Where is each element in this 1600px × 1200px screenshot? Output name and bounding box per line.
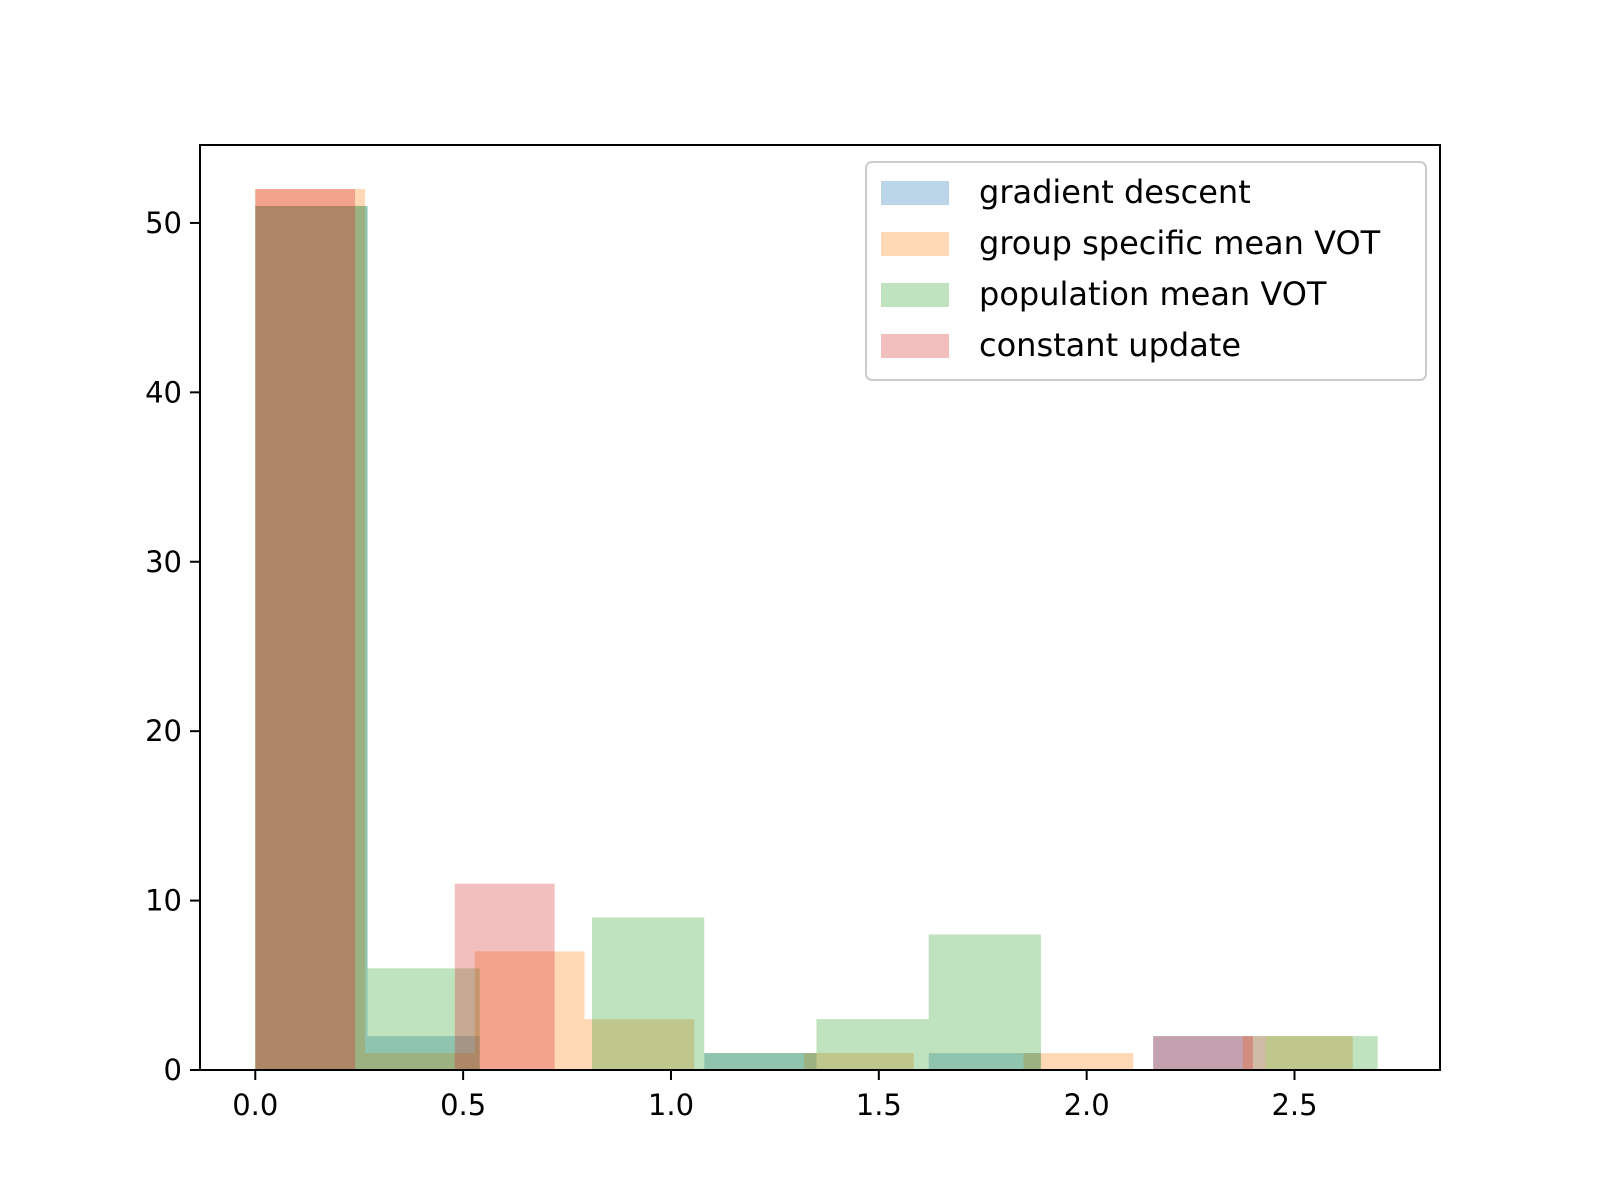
histogram-bar	[584, 1019, 695, 1070]
histogram-bar	[474, 951, 585, 1070]
legend-box	[865, 161, 1427, 381]
histogram-bar	[255, 205, 368, 1070]
legend-label: gradient descent	[979, 173, 1251, 211]
histogram-bar	[255, 189, 366, 1071]
series-1	[255, 189, 1353, 1071]
legend-swatch	[881, 334, 949, 358]
histogram-bar	[1023, 1053, 1134, 1070]
histogram-bar	[255, 205, 368, 1070]
histogram-bar	[704, 1053, 817, 1070]
histogram-bar	[367, 1036, 480, 1070]
legend-swatch	[881, 232, 949, 256]
histogram-bar	[803, 1053, 914, 1070]
x-tick-label: 2.0	[1064, 1088, 1110, 1122]
axes-frame	[199, 144, 1441, 1071]
x-tick-label: 1.0	[648, 1088, 694, 1122]
legend-label: population mean VOT	[979, 275, 1327, 313]
legend-swatch	[881, 283, 949, 307]
histogram-bar	[365, 1053, 475, 1070]
histogram-bar	[928, 1053, 1041, 1070]
y-tick-label: 10	[145, 884, 182, 918]
legend: gradient descent group specific mean VOT p…	[865, 161, 1427, 381]
x-axis: 0.0 0.5 1.0 1.5 2.0 2.5	[232, 1070, 1318, 1122]
histogram-bar	[1242, 1036, 1353, 1070]
y-tick-label: 40	[145, 375, 182, 409]
x-tick-label: 0.5	[440, 1088, 486, 1122]
series-2	[255, 205, 1378, 1070]
series-3	[255, 189, 1253, 1071]
histogram-bar	[255, 189, 356, 1071]
x-tick-label: 1.5	[856, 1088, 902, 1122]
legend-label: constant update	[979, 326, 1241, 364]
histogram-bar	[704, 1053, 817, 1070]
legend-swatch	[881, 181, 949, 205]
histogram-bar	[454, 883, 555, 1070]
legend-label: group specific mean VOT	[979, 224, 1381, 262]
y-tick-label: 30	[145, 545, 182, 579]
y-tick-label: 20	[145, 714, 182, 748]
histogram-bar	[591, 917, 705, 1070]
series-0	[255, 205, 1266, 1070]
histogram-bar	[1153, 1036, 1253, 1070]
histogram-bar	[816, 1019, 929, 1070]
y-tick-label: 50	[145, 206, 182, 240]
histogram-bar	[367, 968, 480, 1070]
histogram-bar	[928, 934, 1041, 1070]
histogram-bar	[1153, 1036, 1266, 1070]
y-axis: 0 10 20 30 40 50	[145, 206, 200, 1087]
bars-layer	[255, 189, 1378, 1071]
histogram-bar	[1265, 1036, 1378, 1070]
x-tick-label: 2.5	[1271, 1088, 1317, 1122]
y-tick-label: 0	[164, 1053, 182, 1087]
x-tick-label: 0.0	[232, 1088, 278, 1122]
